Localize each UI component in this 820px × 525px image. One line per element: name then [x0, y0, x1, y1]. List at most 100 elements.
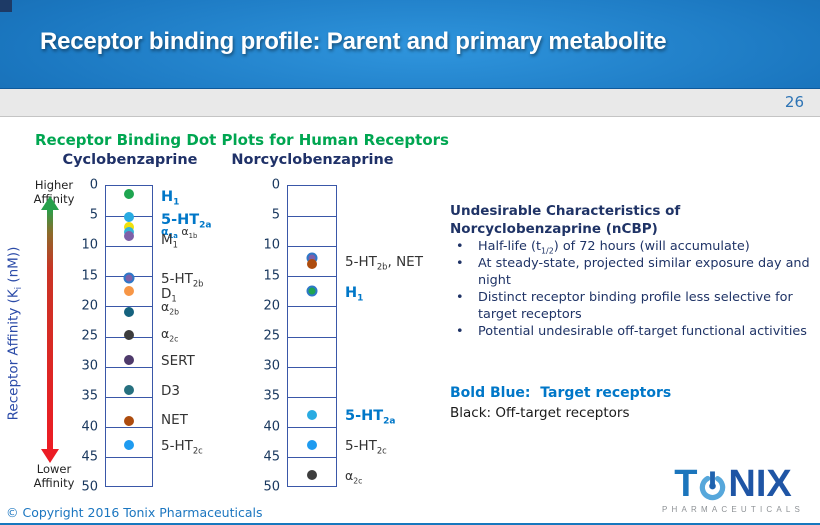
gridline: [106, 306, 152, 308]
y-tick-norcyclobenzaprine-15: 15: [263, 268, 280, 284]
data-point-m1: [124, 231, 134, 242]
page-number: 26: [784, 93, 804, 111]
chart-frame-norcyclobenzaprine: [287, 185, 337, 487]
y-tick-norcyclobenzaprine-40: 40: [263, 419, 280, 435]
receptor-label: 5-HT2c: [345, 436, 387, 456]
y-tick-norcyclobenzaprine-20: 20: [263, 298, 280, 314]
receptor-label-text: M1: [161, 231, 178, 250]
affinity-arrow-up-icon: [41, 196, 59, 210]
y-tick-cyclobenzaprine-45: 45: [81, 449, 98, 465]
chart-title-cyclobenzaprine: Cyclobenzaprine: [62, 152, 198, 168]
data-point-d1: [124, 286, 134, 297]
notes-bullet: At steady-state, projected similar expos…: [450, 256, 820, 290]
gridline: [288, 396, 336, 398]
corner-accent-square: [0, 0, 12, 12]
receptor-label-text: NET: [161, 411, 188, 428]
receptor-label-text: 5-HT2a: [345, 407, 396, 427]
receptor-label: α2c: [345, 467, 362, 485]
gridline: [106, 427, 152, 429]
data-point-sert: [124, 355, 134, 366]
logo-tagline: PHARMACEUTICALS: [661, 505, 805, 514]
tonix-logo-wordmark: T NIX: [652, 462, 814, 505]
legend-target-receptors: Bold Blue: Target receptors: [450, 385, 672, 401]
y-tick-norcyclobenzaprine-45: 45: [263, 449, 280, 465]
y-tick-norcyclobenzaprine-50: 50: [263, 479, 280, 495]
affinity-arrow-down-icon: [41, 449, 59, 463]
power-button-icon: [700, 471, 726, 501]
receptor-label: D3: [161, 382, 180, 399]
notes-block: Undesirable Characteristics of Norcyclob…: [450, 203, 820, 340]
gridline: [288, 336, 336, 338]
gridline: [288, 427, 336, 429]
gridline: [288, 276, 336, 278]
data-point-5ht2a: [307, 409, 317, 420]
receptor-label: D1: [161, 284, 177, 303]
y-tick-norcyclobenzaprine-5: 5: [271, 207, 280, 223]
data-point-2c: [124, 329, 134, 340]
slide-title: Receptor binding profile: Parent and pri…: [40, 28, 667, 55]
notes-bullet: Distinct receptor binding profile less s…: [450, 290, 820, 324]
receptor-label: SERT: [161, 352, 195, 369]
y-tick-cyclobenzaprine-30: 30: [81, 358, 98, 374]
y-tick-cyclobenzaprine-0: 0: [89, 177, 98, 193]
receptor-label-text: 5-HT2c: [345, 437, 387, 456]
receptor-label: α2c: [161, 325, 178, 343]
data-point-2b: [124, 306, 134, 317]
logo-letters-nix: NIX: [728, 462, 792, 505]
header-bar: Receptor binding profile: Parent and pri…: [0, 0, 820, 88]
gridline: [288, 215, 336, 217]
data-point-5ht2c: [124, 439, 134, 450]
data-point-5ht2a: [124, 212, 134, 222]
data-point-h1: [306, 285, 318, 297]
y-tick-cyclobenzaprine-50: 50: [81, 479, 98, 495]
receptor-label: H1: [161, 188, 179, 207]
affinity-arrow-shaft: [47, 209, 53, 449]
data-point-5ht2c: [307, 439, 317, 450]
notes-bullets: Half-life (t1/2) of 72 hours (will accum…: [450, 239, 820, 340]
receptor-label-text: SERT: [161, 352, 195, 369]
receptor-label-text: 5-HT2a: [161, 211, 212, 231]
receptor-label-text: α1b: [177, 224, 198, 240]
receptor-label: M1: [161, 231, 178, 250]
y-tick-cyclobenzaprine-5: 5: [89, 207, 98, 223]
y-tick-cyclobenzaprine-35: 35: [81, 388, 98, 404]
gridline: [106, 396, 152, 398]
data-point-net: [307, 259, 317, 270]
gridline: [288, 457, 336, 459]
receptor-label-text: 5-HT2b: [161, 270, 204, 289]
receptor-label: 5-HT2c: [161, 436, 203, 456]
receptor-label: 5-HT2b, NET: [345, 253, 423, 271]
legend-offtarget-receptors: Black: Off-target receptors: [450, 404, 630, 421]
tonix-logo: T NIX PHARMACEUTICALS: [652, 464, 814, 514]
gridline: [106, 245, 152, 247]
gridline: [106, 366, 152, 368]
receptor-label: NET: [161, 410, 188, 427]
section-heading: Receptor Binding Dot Plots for Human Rec…: [35, 131, 449, 149]
y-tick-norcyclobenzaprine-10: 10: [263, 237, 280, 253]
gridline: [288, 366, 336, 368]
lower-affinity-label: Lower Affinity: [33, 462, 75, 491]
gridline: [288, 245, 336, 247]
y-tick-norcyclobenzaprine-30: 30: [263, 358, 280, 374]
data-point-d3: [124, 385, 134, 396]
notes-bullet: Half-life (t1/2) of 72 hours (will accum…: [450, 239, 820, 256]
notes-heading: Undesirable Characteristics of Norcyclob…: [450, 203, 681, 237]
legend-block: Bold Blue: Target receptors Black: Off-t…: [450, 384, 671, 422]
gridline: [288, 306, 336, 308]
y-tick-norcyclobenzaprine-35: 35: [263, 388, 280, 404]
receptor-label: 5-HT2b: [161, 270, 204, 289]
y-tick-cyclobenzaprine-10: 10: [81, 237, 98, 253]
receptor-label-text: D1: [161, 285, 177, 303]
y-tick-cyclobenzaprine-25: 25: [81, 328, 98, 344]
receptor-label: 5-HT2a: [345, 406, 396, 427]
receptor-label-text: 5-HT2c: [161, 437, 203, 456]
gridline: [106, 457, 152, 459]
y-tick-cyclobenzaprine-40: 40: [81, 419, 98, 435]
y-tick-cyclobenzaprine-20: 20: [81, 298, 98, 314]
data-point-net: [124, 415, 134, 426]
data-point-2c: [307, 469, 317, 480]
receptor-label-text: α2b: [161, 299, 180, 317]
receptor-label: H1: [345, 284, 363, 303]
data-point-h1: [124, 189, 134, 200]
